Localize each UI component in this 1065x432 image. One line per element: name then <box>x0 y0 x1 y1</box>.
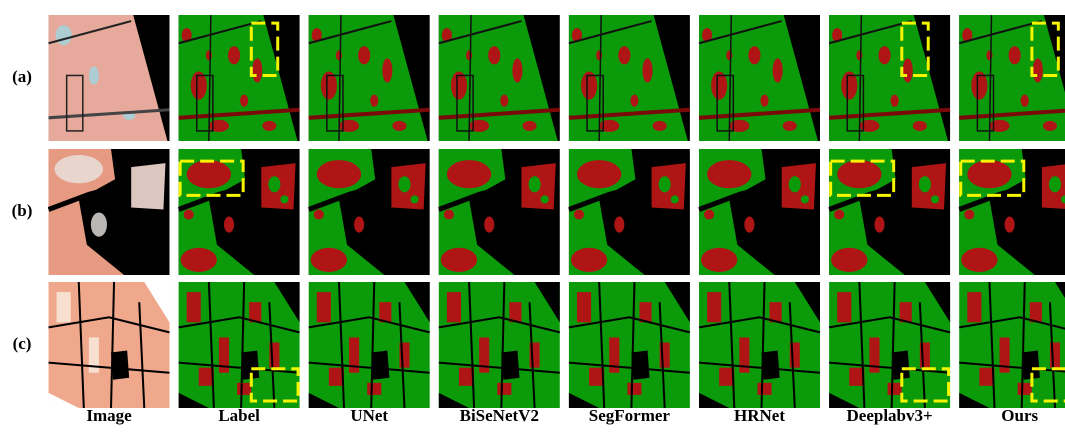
segmentation-map <box>829 149 950 275</box>
segmentation-map <box>959 282 1065 408</box>
column-label: HRNet <box>734 406 785 425</box>
segmentation-map <box>439 149 560 275</box>
column-label: Image <box>86 406 132 425</box>
input-image <box>49 15 170 141</box>
segmentation-map <box>959 15 1065 141</box>
segmentation-map <box>569 282 690 408</box>
segmentation-map <box>829 282 950 408</box>
segmentation-map <box>439 15 560 141</box>
column-label: Deeplabv3+ <box>847 406 933 425</box>
segmentation-map <box>829 15 950 141</box>
segmentation-map <box>179 15 300 141</box>
input-image <box>49 282 170 408</box>
segmentation-map <box>569 15 690 141</box>
segmentation-map <box>699 15 820 141</box>
segmentation-map <box>309 15 430 141</box>
segmentation-map <box>439 282 560 408</box>
segmentation-map <box>569 149 690 275</box>
column-label: SegFormer <box>589 406 671 425</box>
segmentation-map <box>179 282 300 408</box>
segmentation-map <box>959 149 1065 275</box>
column-label: Label <box>218 406 260 425</box>
segmentation-map <box>179 149 300 275</box>
row-label: (b) <box>12 201 33 220</box>
figure: (a) (b) (c) Image Label UNet BiSeNetV2 SegForme… <box>0 0 1065 427</box>
column-label: UNet <box>350 406 388 425</box>
row-label: (c) <box>13 334 32 353</box>
segmentation-map <box>699 282 820 408</box>
row-label: (a) <box>12 67 32 86</box>
segmentation-map <box>309 149 430 275</box>
column-label: BiSeNetV2 <box>460 406 539 425</box>
segmentation-map <box>699 149 820 275</box>
input-image <box>49 149 170 275</box>
segmentation-map <box>309 282 430 408</box>
column-label: Ours <box>1001 406 1038 425</box>
